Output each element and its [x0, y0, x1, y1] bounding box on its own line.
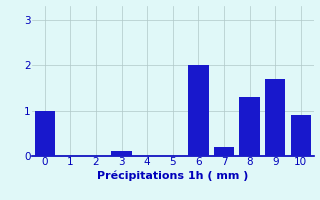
X-axis label: Précipitations 1h ( mm ): Précipitations 1h ( mm ) — [97, 170, 249, 181]
Bar — [214, 147, 234, 156]
Bar — [265, 79, 285, 156]
Bar — [291, 115, 311, 156]
Bar — [35, 111, 55, 156]
Bar — [188, 65, 209, 156]
Bar — [239, 97, 260, 156]
Bar — [111, 151, 132, 156]
